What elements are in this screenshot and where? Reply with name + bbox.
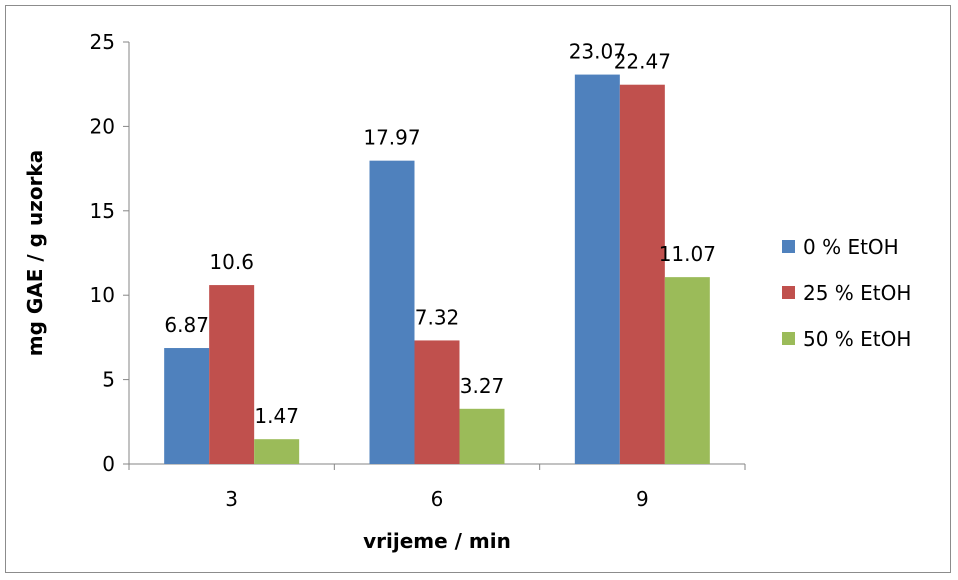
legend-entry: 25 % EtOH [803, 281, 911, 305]
x-axis-title: vrijeme / min [363, 529, 511, 553]
x-tick-label: 6 [431, 487, 444, 511]
data-label: 6.87 [164, 313, 209, 337]
y-tick-label: 10 [90, 283, 115, 307]
x-tick-label: 9 [636, 487, 649, 511]
data-label: 22.47 [614, 50, 671, 74]
legend: 0 % EtOH 25 % EtOH 50 % EtOH [782, 235, 911, 351]
bar [164, 348, 210, 464]
x-tick-labels: 3 6 9 [225, 487, 648, 511]
y-tick-label: 0 [102, 452, 115, 476]
bar [254, 439, 300, 464]
data-label: 3.27 [460, 374, 505, 398]
data-label: 1.47 [254, 404, 299, 428]
y-tick-labels: 0 5 10 15 20 25 [90, 30, 115, 476]
x-tick-label: 3 [225, 487, 238, 511]
data-label: 23.07 [569, 40, 626, 64]
data-label: 17.97 [363, 126, 420, 150]
legend-swatch [782, 332, 795, 345]
legend-entry: 50 % EtOH [803, 327, 911, 351]
data-label: 7.32 [415, 305, 460, 329]
bar [574, 74, 620, 464]
bar [369, 160, 415, 465]
bars [164, 74, 710, 465]
y-tick-label: 15 [90, 199, 115, 223]
bar [414, 340, 460, 464]
y-tick-label: 20 [90, 114, 115, 138]
legend-swatch [782, 240, 795, 253]
legend-swatch [782, 286, 795, 299]
y-tick-label: 25 [90, 30, 115, 54]
bar [619, 84, 665, 465]
data-label: 11.07 [659, 242, 716, 266]
data-labels: 6.87 17.97 23.07 10.6 7.32 22.47 1.47 3.27 11.07 [164, 40, 716, 429]
bar [209, 285, 255, 464]
data-label: 10.6 [209, 250, 254, 274]
legend-entry: 0 % EtOH [803, 235, 899, 259]
y-axis-title: mg GAE / g uzorka [23, 150, 47, 356]
bar [459, 408, 505, 464]
bar [664, 277, 710, 464]
y-tick-label: 5 [102, 368, 115, 392]
